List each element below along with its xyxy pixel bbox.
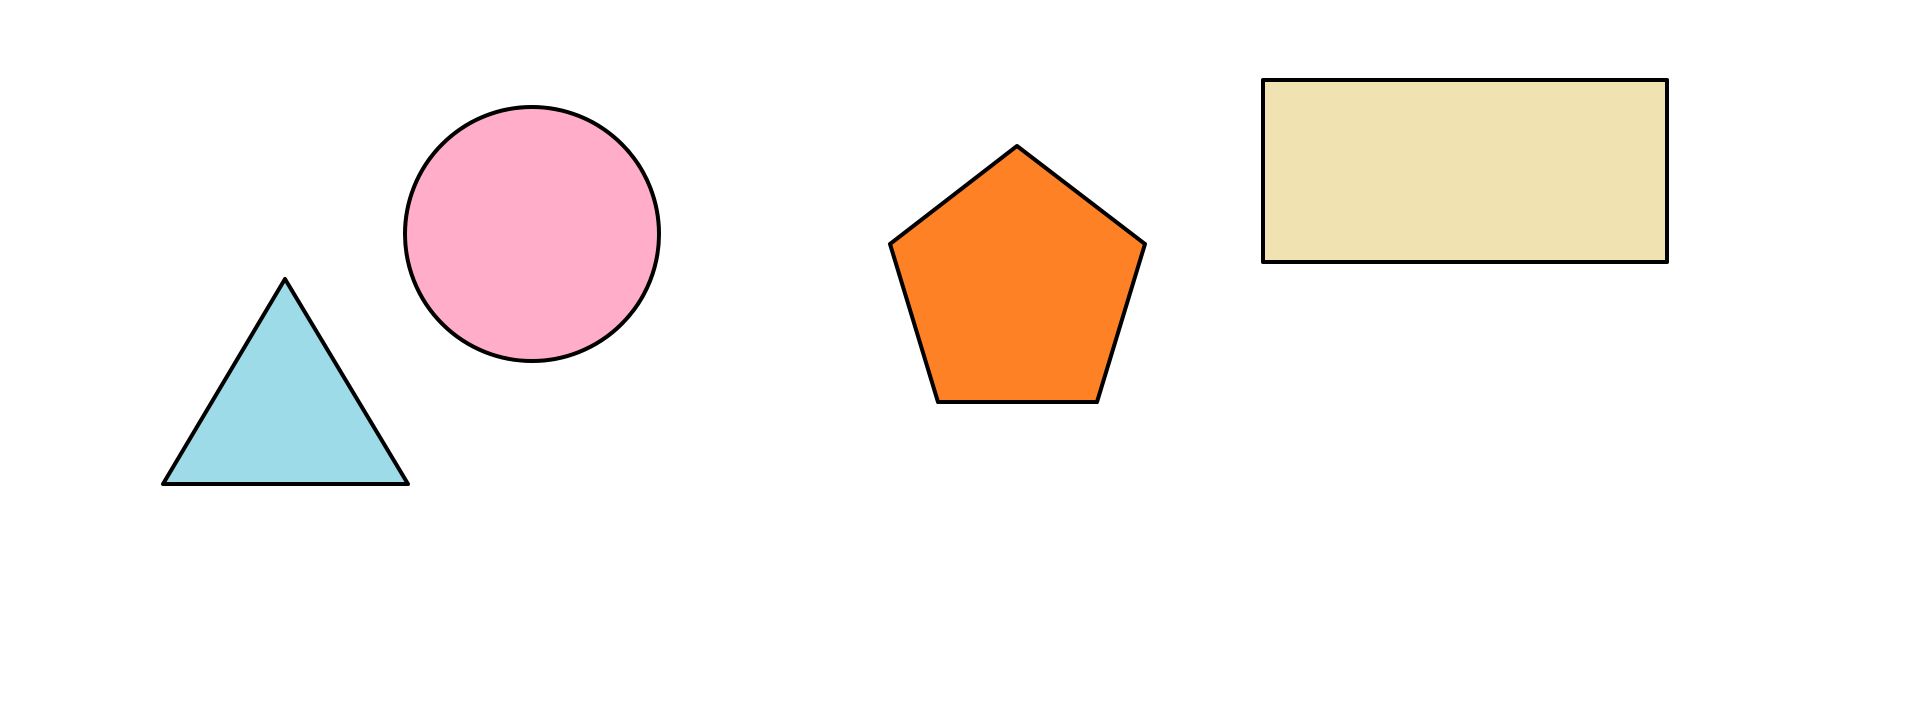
rectangle-shape xyxy=(1263,80,1667,262)
circle-shape xyxy=(405,107,659,361)
